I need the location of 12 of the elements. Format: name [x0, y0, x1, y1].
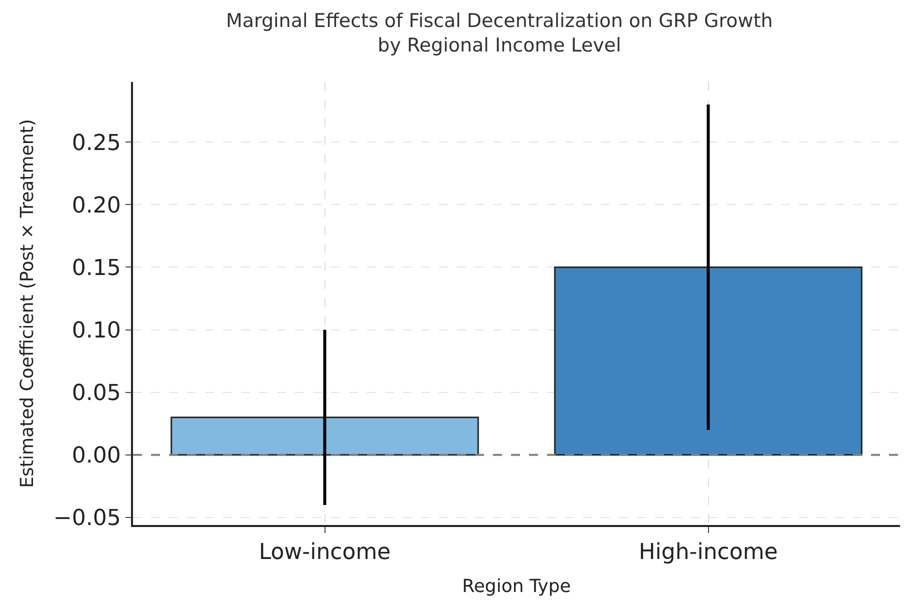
y-axis-title: Estimated Coefficient (Post × Treatment) [17, 119, 38, 488]
x-tick-label: High-income [638, 540, 778, 566]
y-tick-label: 0.10 [72, 318, 121, 344]
x-axis-title: Region Type [462, 576, 571, 597]
x-tick-label: Low-income [258, 540, 391, 566]
y-tick-label: 0.00 [72, 444, 121, 469]
chart-title: Marginal Effects of Fiscal Decentralization on GRP Growth by Regional Income Level [226, 10, 773, 57]
y-tick-label: 0.15 [72, 256, 121, 281]
y-tick-label: 0.05 [72, 381, 121, 406]
y-tick-label: 0.20 [72, 193, 121, 218]
y-tick-label: −0.05 [53, 506, 121, 532]
y-tick-label: 0.25 [72, 130, 121, 156]
